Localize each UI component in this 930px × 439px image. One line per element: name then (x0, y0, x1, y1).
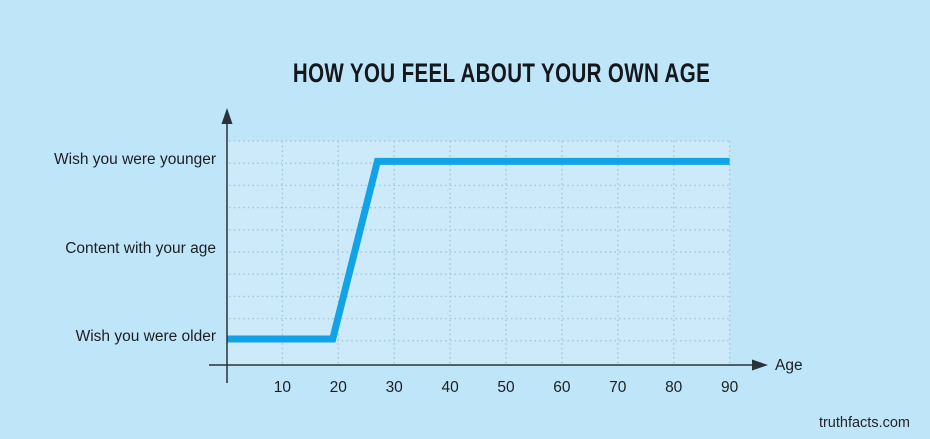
x-tick-label-80: 80 (665, 379, 683, 396)
x-tick-label-40: 40 (441, 379, 459, 396)
x-tick-label-50: 50 (497, 379, 515, 396)
x-tick-label-20: 20 (329, 379, 347, 396)
y-level-label-1: Content with your age (65, 239, 216, 257)
chart-title-text: HOW YOU FEEL ABOUT YOUR OWN AGE (292, 58, 711, 88)
x-tick-label-90: 90 (720, 379, 739, 396)
x-axis-arrow-icon (752, 359, 768, 371)
watermark-source: truthfacts.com (818, 415, 910, 431)
y-axis-arrow-icon (221, 108, 233, 124)
x-tick-label-10: 10 (273, 379, 292, 396)
data-line-feeling (226, 157, 730, 343)
chart-title: HOW YOU FEEL ABOUT YOUR OWN AGE (227, 58, 730, 89)
plot-background (226, 141, 730, 365)
x-tick-label-70: 70 (609, 379, 627, 396)
x-tick-label-30: 30 (385, 379, 403, 396)
x-tick-label-60: 60 (553, 379, 571, 396)
x-axis-title: Age (775, 357, 803, 374)
y-level-label-0: Wish you were older (75, 328, 216, 346)
y-level-label-2: Wish you were younger (54, 150, 216, 168)
